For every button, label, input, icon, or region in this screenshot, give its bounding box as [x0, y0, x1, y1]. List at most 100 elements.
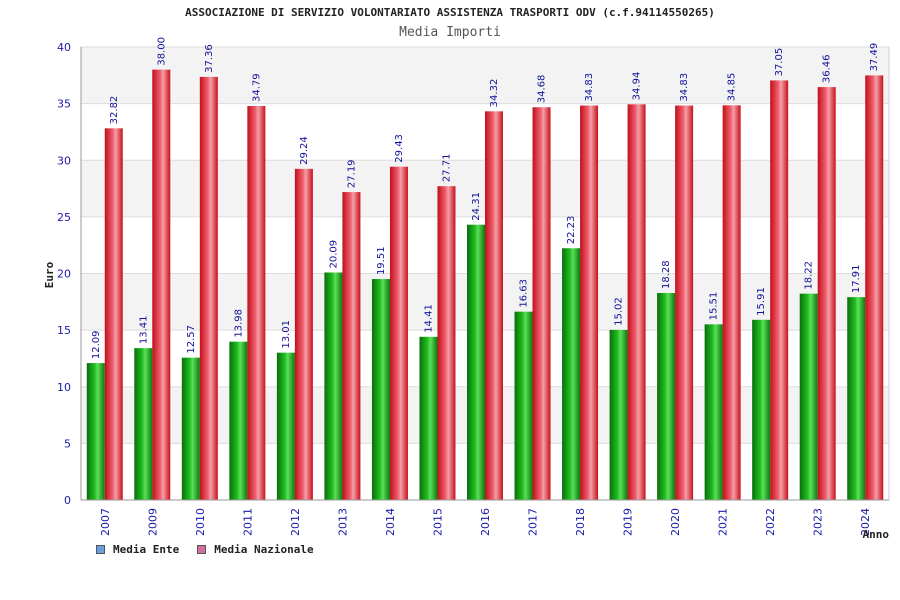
data-label-media-ente: 16.63: [519, 279, 530, 308]
bar-media-nazionale: [627, 104, 646, 500]
data-label-media-ente: 15.02: [614, 297, 625, 326]
bar-media-nazionale: [675, 105, 694, 501]
bar-media-ente: [276, 352, 295, 500]
legend-label-nazionale: Media Nazionale: [214, 543, 314, 556]
legend: Media Ente Media Nazionale: [96, 543, 314, 556]
data-label-media-nazionale: 37.49: [869, 43, 880, 72]
y-tick-label: 5: [64, 437, 71, 450]
legend-item-nazionale: Media Nazionale: [197, 543, 314, 556]
x-tick-label: 2010: [194, 508, 207, 536]
bar-media-ente: [609, 329, 628, 500]
bar-media-ente: [324, 272, 343, 500]
data-label-media-ente: 13.01: [281, 320, 292, 349]
legend-item-ente: Media Ente: [96, 543, 179, 556]
data-label-media-nazionale: 38.00: [156, 37, 167, 66]
data-label-media-nazionale: 37.05: [774, 48, 785, 77]
data-label-media-ente: 12.09: [91, 330, 102, 359]
x-tick-label: 2012: [289, 508, 302, 536]
x-tick-label: 2020: [669, 508, 682, 536]
data-label-media-nazionale: 34.83: [679, 73, 690, 102]
bar-media-ente: [562, 248, 581, 500]
bar-media-nazionale: [247, 106, 266, 501]
bar-media-ente: [181, 357, 200, 500]
bar-media-nazionale: [817, 87, 836, 500]
data-label-media-ente: 13.98: [233, 309, 244, 338]
bar-media-nazionale: [104, 128, 123, 500]
data-label-media-ente: 18.28: [661, 260, 672, 289]
bar-media-ente: [657, 292, 676, 500]
data-label-media-ente: 15.91: [756, 287, 767, 316]
x-tick-label: 2011: [241, 508, 254, 536]
y-tick-label: 40: [57, 41, 71, 54]
data-label-media-nazionale: 34.32: [489, 79, 500, 108]
x-tick-label: 2021: [717, 508, 730, 536]
y-tick-label: 15: [57, 324, 71, 337]
bar-media-nazionale: [152, 69, 171, 501]
bar-media-ente: [229, 341, 248, 500]
x-tick-label: 2014: [384, 508, 397, 536]
bar-media-nazionale: [722, 105, 741, 500]
y-axis-label: Euro: [43, 261, 56, 288]
bar-media-ente: [847, 297, 866, 500]
x-tick-label: 2009: [146, 508, 159, 536]
bar-media-nazionale: [437, 186, 456, 500]
data-label-media-nazionale: 36.46: [822, 54, 833, 83]
bar-media-ente: [514, 311, 533, 500]
bar-media-nazionale: [865, 75, 884, 500]
bar-media-ente: [86, 363, 105, 500]
bar-media-nazionale: [199, 76, 218, 500]
data-label-media-nazionale: 34.79: [251, 73, 262, 102]
bar-media-nazionale: [580, 105, 599, 501]
y-tick-label: 20: [57, 268, 71, 281]
data-label-media-nazionale: 27.71: [441, 154, 452, 183]
data-label-media-ente: 17.91: [851, 265, 862, 294]
data-label-media-ente: 14.41: [423, 304, 434, 333]
y-tick-label: 35: [57, 98, 71, 111]
y-tick-label: 25: [57, 211, 71, 224]
bar-media-nazionale: [485, 111, 503, 501]
x-tick-label: 2018: [574, 508, 587, 536]
data-label-media-ente: 19.51: [376, 246, 387, 275]
bar-media-nazionale: [770, 80, 789, 500]
data-label-media-ente: 20.09: [328, 240, 339, 269]
data-label-media-nazionale: 34.68: [537, 75, 548, 104]
bar-media-nazionale: [342, 192, 361, 501]
legend-label-ente: Media Ente: [113, 543, 180, 556]
data-label-media-ente: 15.51: [709, 292, 720, 321]
data-label-media-nazionale: 32.82: [109, 96, 120, 125]
x-tick-label: 2024: [859, 508, 872, 536]
bar-media-nazionale: [389, 166, 408, 500]
data-label-media-nazionale: 29.43: [394, 134, 405, 163]
data-label-media-ente: 13.41: [138, 315, 149, 344]
data-label-media-nazionale: 29.24: [299, 136, 310, 165]
chart-subtitle: Media Importi: [399, 25, 501, 40]
data-label-media-nazionale: 34.94: [632, 72, 643, 101]
data-label-media-ente: 18.22: [804, 261, 815, 290]
x-tick-label: 2023: [812, 508, 825, 536]
x-tick-label: 2022: [764, 508, 777, 536]
bar-media-ente: [467, 224, 485, 500]
bar-media-ente: [134, 348, 153, 500]
data-label-media-ente: 12.57: [186, 325, 197, 354]
legend-swatch-nazionale: [197, 545, 207, 554]
bar-media-ente: [704, 324, 723, 500]
x-tick-label: 2007: [99, 508, 112, 536]
data-label-media-nazionale: 34.83: [584, 73, 595, 102]
bar-media-ente: [419, 336, 438, 500]
data-label-media-ente: 24.31: [471, 192, 482, 221]
legend-swatch-ente: [96, 545, 105, 554]
y-tick-label: 10: [57, 381, 71, 394]
x-tick-label: 2017: [527, 508, 540, 536]
bar-media-nazionale: [532, 107, 551, 501]
data-label-media-nazionale: 34.85: [727, 73, 738, 102]
x-tick-label: 2015: [431, 508, 444, 536]
y-tick-label: 30: [57, 154, 71, 167]
y-tick-label: 0: [64, 494, 71, 507]
bar-media-ente: [371, 279, 390, 500]
x-tick-label: 2019: [622, 508, 635, 536]
bar-media-ente: [752, 319, 771, 500]
data-label-media-nazionale: 37.36: [204, 44, 215, 73]
data-label-media-ente: 22.23: [566, 216, 577, 245]
bar-media-ente: [799, 293, 818, 500]
data-label-media-nazionale: 27.19: [346, 159, 357, 188]
